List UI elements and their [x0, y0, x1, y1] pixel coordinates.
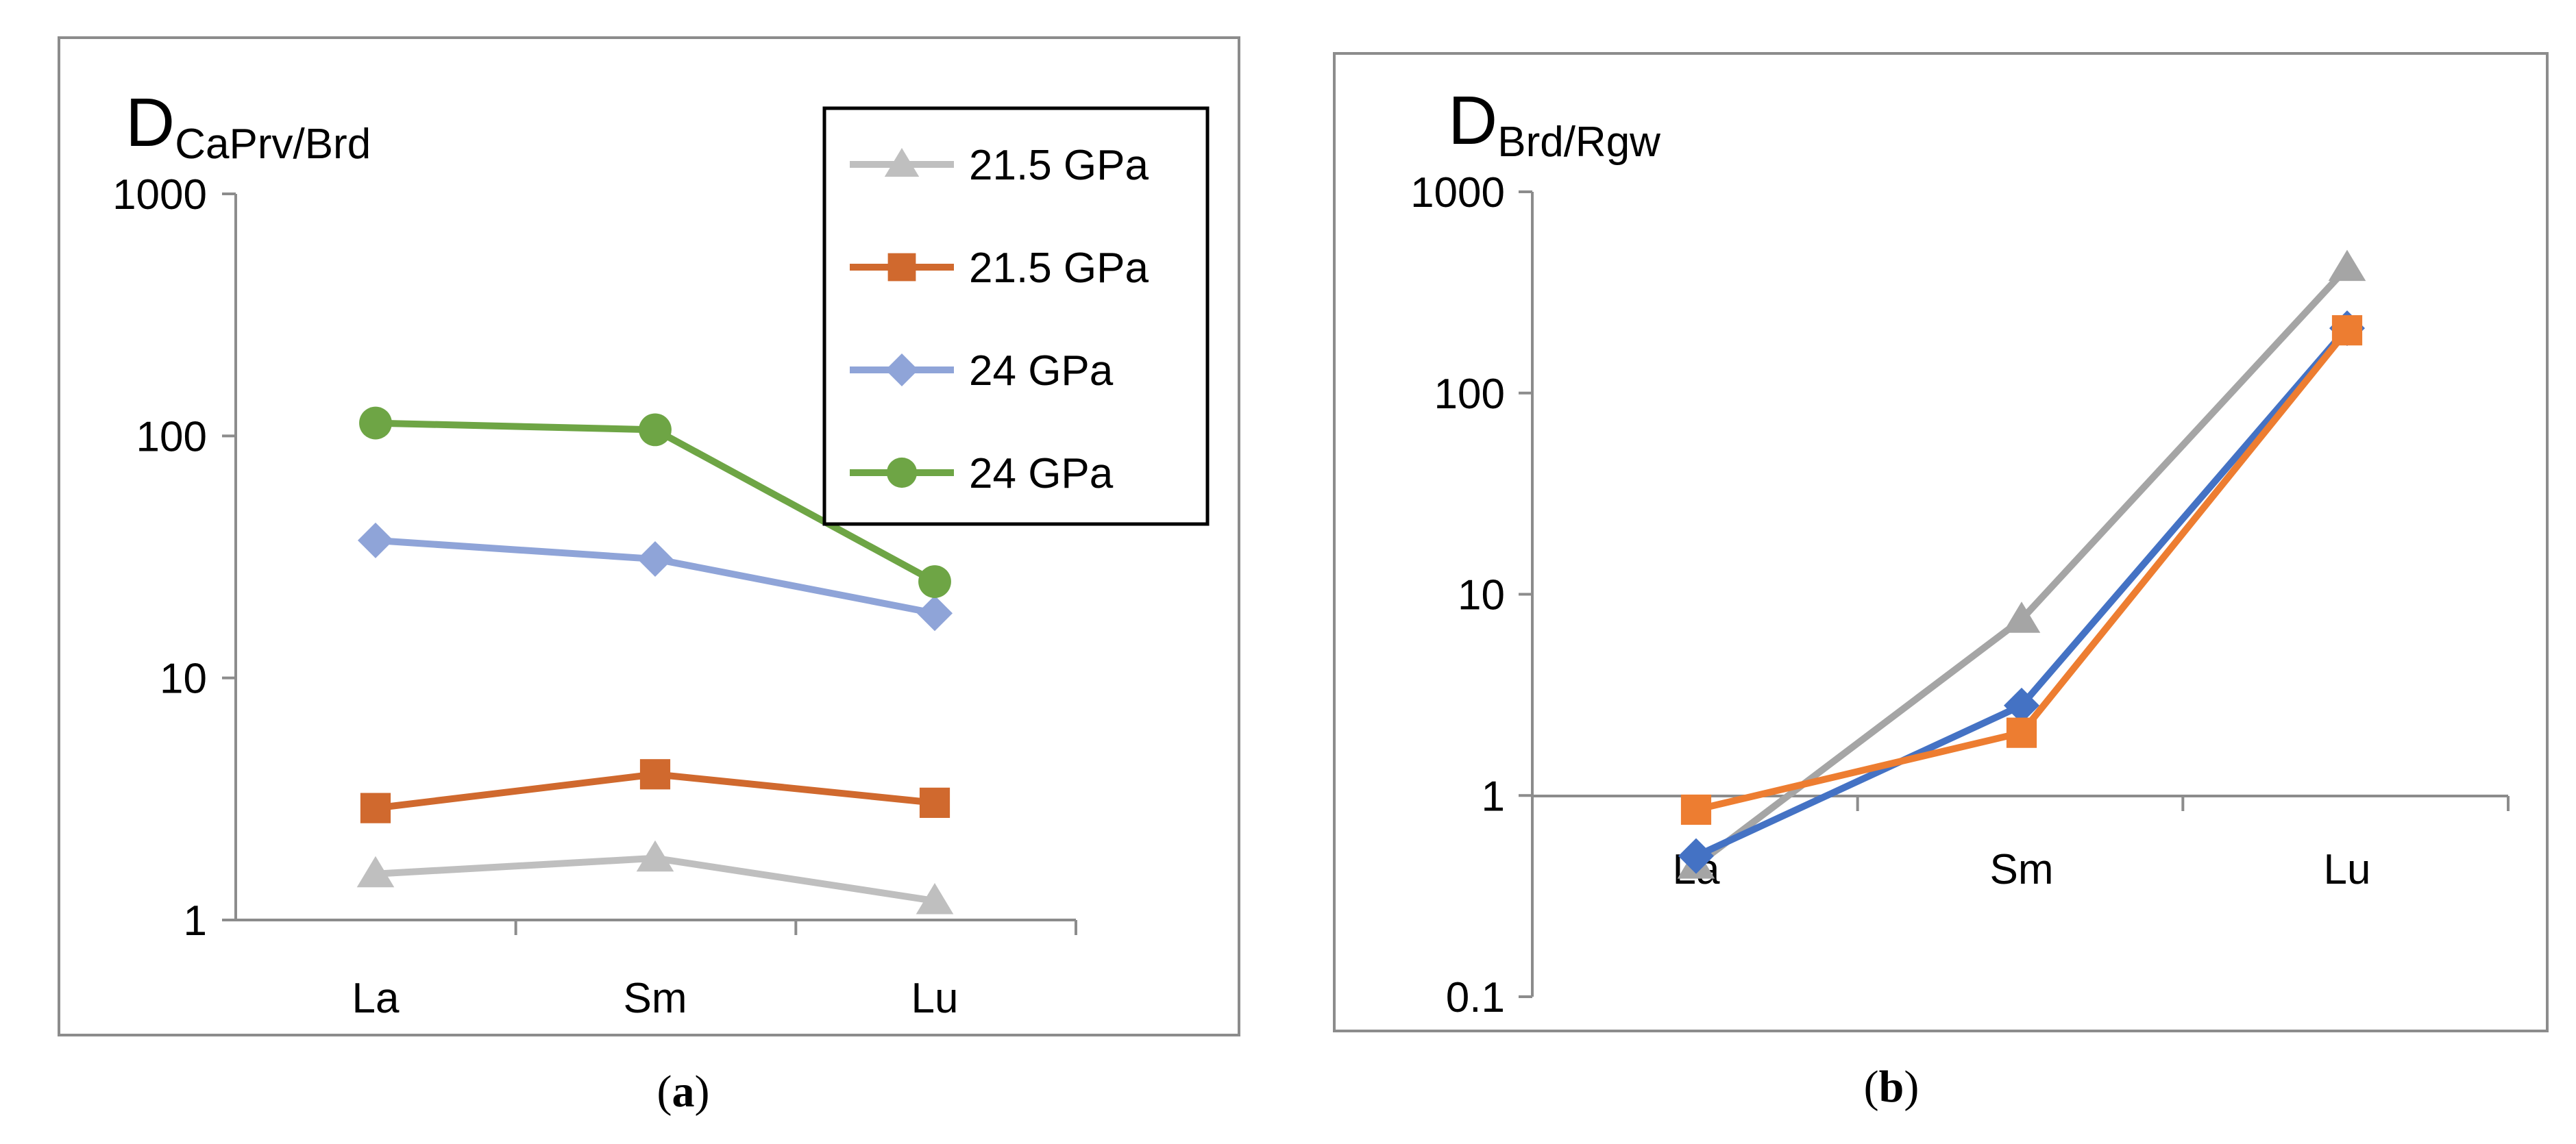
panel-b-y-tick-label: 1 [1482, 773, 1505, 820]
legend-label: 24 GPa [969, 450, 1114, 497]
panel-a-data-point [360, 793, 391, 823]
panel-a-y-axis-title-main: D [125, 84, 175, 161]
panel-b-data-point [1680, 794, 1712, 825]
legend-marker [887, 253, 916, 282]
panel-a-data-point [358, 522, 393, 558]
panel-a-data-point [637, 541, 673, 577]
panel-a-legend: 21.5 GPa 21.5 GPa 24 GPa 24 GPa [822, 106, 1210, 526]
panel-a-data-point [356, 856, 395, 888]
panel-a-caption-open: ( [657, 1067, 672, 1117]
panel-a-y-tick-label: 1000 [112, 171, 207, 219]
panel-b-caption-letter: b [1879, 1062, 1904, 1112]
panel-a-data-point [359, 406, 392, 440]
panel-a-x-tick-label: La [352, 975, 400, 1022]
panel-a-caption-letter: a [672, 1067, 695, 1117]
panel-b-x-tick-label: Lu [2324, 846, 2371, 893]
panel-b-data-point [2331, 315, 2363, 346]
panel-a-data-point [917, 595, 953, 632]
legend-marker [885, 353, 918, 386]
panel-b-y-tick-label: 10 [1458, 572, 1505, 619]
panel-b-data-point [2328, 249, 2366, 282]
panel-a-caption-close: ) [695, 1067, 710, 1117]
panel-a-data-point [636, 840, 674, 872]
legend-label: 21.5 GPa [969, 142, 1149, 189]
panel-a-y-tick-label: 10 [160, 656, 207, 703]
panel-a-x-tick-label: Lu [911, 975, 959, 1022]
panel-a-y-axis-title-sub: CaPrv/Brd [175, 121, 371, 168]
panel-b-caption: (b) [1864, 1062, 1919, 1112]
panel-a-legend-box [822, 106, 1210, 526]
panel-b-y-axis-title: DBrd/Rgw [1448, 82, 1660, 166]
legend-label: 24 GPa [969, 347, 1114, 395]
legend-marker [884, 148, 920, 177]
panel-b-data-point [2002, 601, 2041, 633]
panel-a-data-point [639, 759, 671, 790]
legend-marker [886, 457, 918, 488]
panel-a-y-tick-label: 100 [136, 413, 207, 460]
panel-b-y-tick-label: 100 [1434, 371, 1505, 418]
panel-b-y-tick-label: 0.1 [1446, 974, 1505, 1021]
panel-b-y-axis-title-main: D [1448, 82, 1497, 159]
panel-b-caption-close: ) [1904, 1062, 1919, 1112]
panel-b-frame [1333, 52, 2549, 1032]
panel-a-data-point [919, 787, 950, 818]
panel-b-y-axis-title-sub: Brd/Rgw [1497, 119, 1660, 166]
panel-a-x-tick-label: Sm [624, 975, 687, 1022]
panel-a-data-point [916, 883, 954, 915]
legend-label: 21.5 GPa [969, 245, 1149, 292]
panel-b-data-point [1678, 838, 1714, 874]
panel-b-x-tick-label: Sm [1990, 846, 2054, 893]
panel-a-data-point [639, 413, 672, 447]
panel-b-data-point [2004, 687, 2039, 723]
panel-a-y-axis-title: DCaPrv/Brd [125, 84, 371, 168]
panel-a-y-tick-label: 1 [184, 897, 207, 945]
panel-b-caption-open: ( [1864, 1062, 1879, 1112]
panel-a-caption: (a) [657, 1067, 710, 1117]
panel-b-data-point [2006, 717, 2037, 748]
panel-b-y-tick-label: 1000 [1410, 169, 1505, 216]
panel-a-data-point [918, 565, 951, 598]
